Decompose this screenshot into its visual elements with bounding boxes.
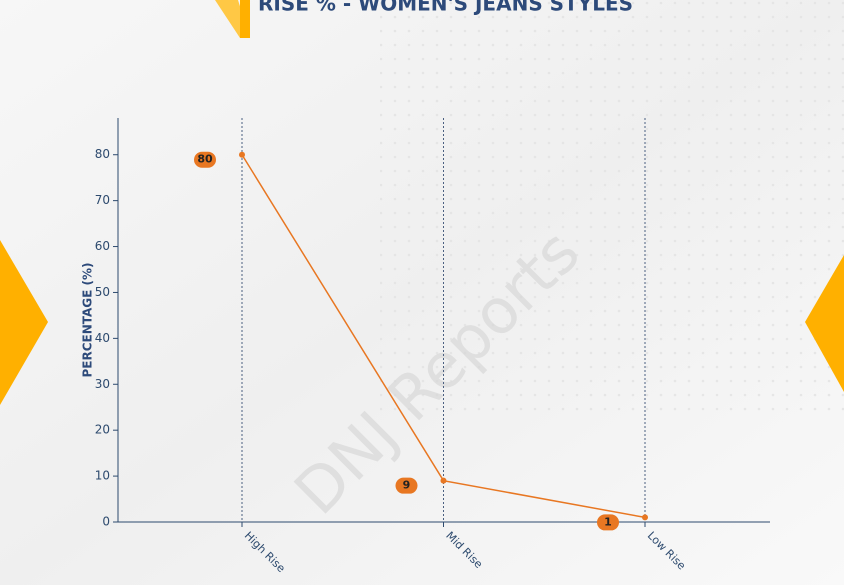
- data-label-bg: [597, 514, 619, 531]
- dot-pattern: [380, 0, 844, 420]
- y-tick-label: 80: [95, 147, 110, 161]
- y-tick-label: 60: [95, 239, 110, 253]
- y-tick-label: 40: [95, 331, 110, 345]
- data-label-bg: [395, 477, 418, 494]
- data-label: 9: [403, 479, 411, 492]
- y-axis-label: PERCENTAGE (%): [81, 262, 95, 377]
- title-bar: [240, 0, 250, 38]
- chart-title: RISE % - WOMEN'S JEANS STYLES: [258, 0, 633, 16]
- point: [440, 477, 447, 484]
- right-accent: [805, 255, 844, 392]
- data-label-bg: [194, 151, 216, 168]
- point: [642, 514, 648, 521]
- y-tick-label: 30: [95, 377, 110, 391]
- y-tick-label: 20: [95, 423, 110, 437]
- y-tick-label: 70: [95, 193, 110, 207]
- y-tick-label: 50: [95, 285, 110, 299]
- y-tick-label: 0: [102, 515, 110, 529]
- data-label: 1: [604, 515, 612, 528]
- y-tick-label: 10: [95, 469, 110, 483]
- left-accent: [0, 240, 48, 405]
- point: [239, 151, 245, 158]
- data-label: 80: [197, 153, 213, 166]
